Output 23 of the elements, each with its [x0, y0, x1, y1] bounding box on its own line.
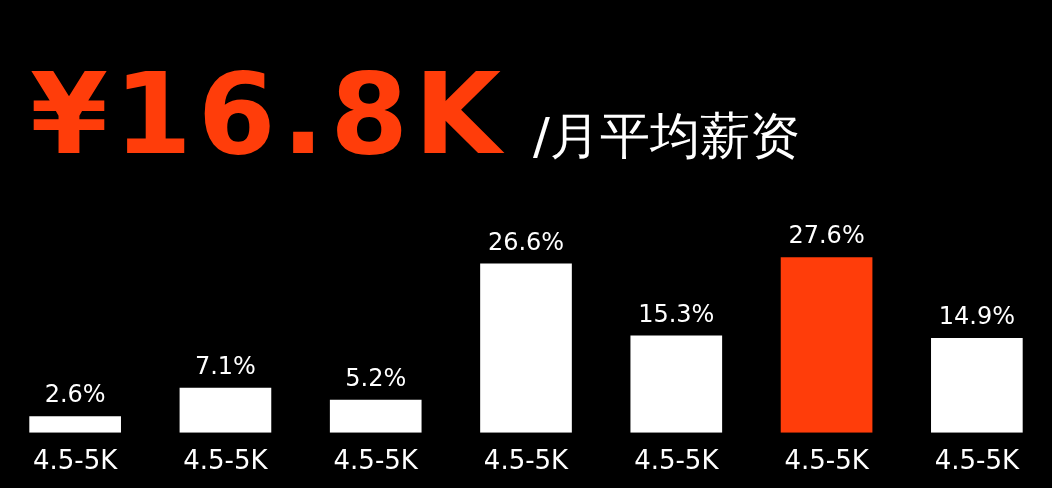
chart-title: ¥16.8K: [30, 49, 508, 179]
data-label: 15.3%: [638, 299, 715, 328]
data-label: 7.1%: [194, 351, 256, 380]
chart-subtitle: /月平均薪资: [533, 107, 800, 165]
bar: [179, 387, 272, 433]
bar: [931, 338, 1023, 433]
x-tick-label: 4.5-5K: [634, 445, 720, 476]
data-label: 26.6%: [487, 227, 565, 256]
x-tick-label: 4.5-5K: [934, 445, 1020, 476]
x-tick-label: 4.5-5K: [784, 445, 870, 476]
data-label: 2.6%: [44, 380, 106, 409]
x-tick-label: 4.5-5K: [483, 445, 570, 476]
x-tick-label: 4.5-5K: [333, 445, 419, 476]
bar: [630, 335, 723, 433]
x-tick-label: 4.5-5K: [183, 445, 269, 476]
bar: [480, 263, 572, 433]
data-label: 27.6%: [788, 221, 865, 250]
bar: [780, 257, 873, 433]
data-label: 5.2%: [345, 363, 407, 392]
x-tick-label: 4.5-5K: [32, 445, 119, 476]
data-label: 14.9%: [938, 302, 1015, 331]
bar: [329, 399, 422, 433]
bar: [29, 416, 121, 433]
